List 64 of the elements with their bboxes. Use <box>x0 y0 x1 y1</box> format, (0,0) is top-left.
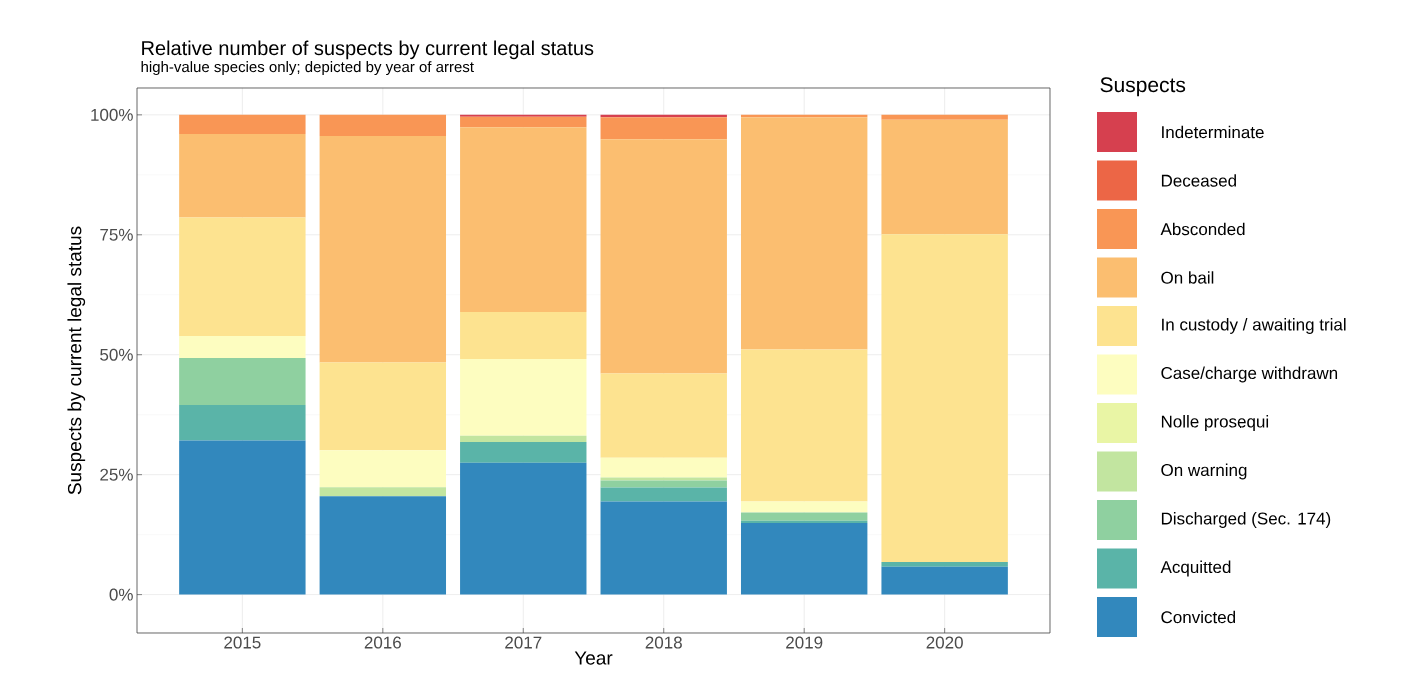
y-tick-label: 25% <box>100 468 133 481</box>
bar <box>600 487 727 502</box>
bar <box>740 501 868 513</box>
chart-title: Relative number of suspects by current legal status <box>142 40 594 60</box>
bar <box>319 135 447 363</box>
bar <box>600 139 727 374</box>
legend-label: On bail <box>1161 271 1214 284</box>
x-tick-label: 2016 <box>364 636 401 649</box>
bar <box>319 487 447 497</box>
bar <box>179 134 306 218</box>
y-tick-label: 100% <box>91 108 133 121</box>
bar <box>600 501 727 595</box>
x-tick-label: 2017 <box>505 636 542 649</box>
x-tick-label: 2018 <box>645 636 682 649</box>
x-tick-label: 2020 <box>926 636 963 649</box>
y-axis-title: Suspects by current legal status <box>67 226 86 495</box>
chart-subtitle: high-value species only; depicted by year of arrest <box>141 61 474 76</box>
x-tick-label: 2019 <box>786 636 823 649</box>
bar <box>460 116 587 128</box>
x-tick-label: 2015 <box>224 636 261 649</box>
legend-label: Convicted <box>1161 610 1236 624</box>
bar <box>600 457 727 478</box>
bar <box>600 117 727 140</box>
bar <box>881 234 1008 562</box>
bar <box>179 336 306 359</box>
y-tick-label: 0% <box>109 588 133 601</box>
legend-label: Case/charge withdrawn <box>1161 366 1338 383</box>
y-tick-label: 75% <box>100 228 133 241</box>
bar <box>881 566 1008 595</box>
legend-label: Discharged (Sec. 174) <box>1161 512 1331 528</box>
bar <box>179 217 306 337</box>
y-tick-label: 50% <box>100 348 133 361</box>
bar <box>460 127 587 313</box>
bar <box>319 114 447 136</box>
bar <box>740 512 868 521</box>
bar <box>600 480 727 488</box>
bar <box>179 358 306 406</box>
bar <box>460 312 587 360</box>
bar <box>740 349 868 502</box>
legend-label: Deceased <box>1161 174 1236 187</box>
legend-label: Indeterminate <box>1162 125 1264 139</box>
legend-label: Absconded <box>1160 222 1245 236</box>
legend-label: Nolle prosequi <box>1161 415 1269 431</box>
bar <box>460 359 587 436</box>
legend-title: Suspects <box>1100 77 1186 97</box>
bar <box>179 405 306 441</box>
bar <box>740 523 868 595</box>
bar <box>179 114 306 135</box>
bar <box>881 119 1008 235</box>
bar <box>740 117 868 350</box>
legend-label: In custody / awaiting trial <box>1162 318 1346 334</box>
bar <box>460 462 587 595</box>
bar <box>319 496 447 595</box>
x-axis-title: Year <box>574 651 613 665</box>
legend-label: On warning <box>1161 463 1247 480</box>
bar <box>319 362 447 451</box>
bar <box>460 442 587 463</box>
bar <box>881 114 1008 120</box>
bar <box>319 450 447 488</box>
bar <box>881 561 1008 567</box>
bar <box>179 440 306 595</box>
legend-label: Acquitted <box>1160 560 1231 577</box>
bar <box>460 435 587 443</box>
bar <box>600 373 727 458</box>
